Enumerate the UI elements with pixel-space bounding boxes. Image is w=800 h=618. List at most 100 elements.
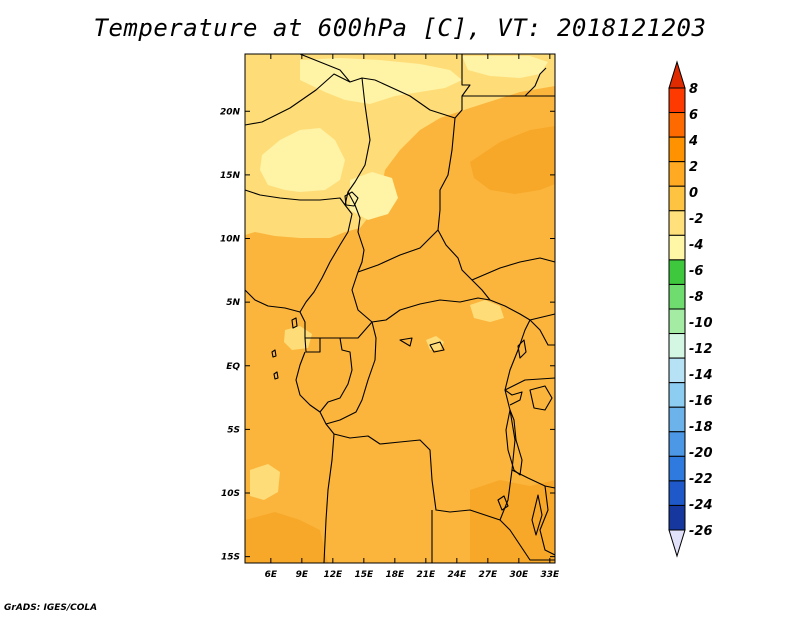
shade-southwest-warm [245,512,328,563]
y-tick-label: 15N [220,171,241,181]
colorbar-top-arrow [668,60,686,89]
y-tick-label: 15S [221,553,240,563]
colorbar-label: -4 [689,238,703,253]
lake-albert [517,339,527,359]
shade-south-cool-c [470,300,504,322]
colorbar-label: -24 [689,498,713,513]
colorbar-label: 6 [689,108,698,123]
colorbar-label: 0 [689,186,698,201]
boundary-north-c [454,54,471,119]
x-tick-label: 15E [354,570,374,580]
map-frame [244,53,556,564]
boundary-rwanda [504,389,523,406]
colorbar-box [668,480,686,506]
boundary-angola-west [323,433,335,564]
lake-small-b [429,341,445,353]
x-tick-label: 24E [447,570,467,580]
shade-north-coldest-a [260,128,345,192]
colorbar-label: -10 [689,316,713,331]
colorbar-label: -8 [689,290,703,305]
colorbar-label: -18 [689,420,713,435]
colorbar-box [668,455,686,482]
grads-credit: GrADS: IGES/COLA [4,603,98,613]
boundary-mozambique [499,519,555,561]
y-tick-label: 20N [220,107,241,117]
shade-north-coldest-c [462,56,548,78]
boundary-eq-guinea [304,337,321,353]
colorbar-label: -14 [689,368,713,383]
colorbar-box [668,283,686,310]
colorbar-label: -16 [689,394,713,409]
colorbar-label: -22 [689,472,713,487]
x-tick-label: 33E [540,570,560,580]
x-tick-label: 12E [323,570,343,580]
country-boundaries [244,53,556,564]
colorbar-box [668,431,686,457]
boundary-ssudan-north [471,257,556,281]
y-tick-label: EQ [226,362,240,372]
map-panel: 20N 15N 10N 5N EQ 5S 10S 15S 6E 9E 12E 15E 18E 21E 24… [220,53,560,580]
colorbar-box [668,234,686,261]
shade-north-coldest-d [350,172,398,220]
colorbar-label: 2 [689,160,698,175]
colorbar-label: -20 [689,446,713,461]
shade-south-cool-a [250,464,280,500]
boundary-zambia-tanzania [511,469,556,489]
island-bioko [291,317,298,329]
colorbar-box [668,308,686,335]
colorbar-box [668,161,686,187]
colorbar-label: -12 [689,342,713,357]
colorbar-bottom-arrow [668,529,686,558]
boundary-uganda [529,319,555,346]
boundary-uganda-south [504,377,556,391]
lake-malawi [531,494,543,536]
boundary-car-south [351,271,491,323]
x-tick-label: 18E [385,570,405,580]
colorbar-box [668,406,686,433]
shade-southeast-warm [470,480,555,563]
colorbar-label: 8 [689,82,698,97]
coast-gulf-guinea [244,289,306,338]
colorbar-box [668,333,686,359]
boundary-north-b [299,53,351,83]
colorbar-box [668,357,686,384]
colorbar-box [668,185,686,212]
colorbar-label: -2 [689,212,703,227]
shade-east-warm [470,126,555,194]
boundary-drc-east [499,319,531,521]
boundary-congo-drc [325,321,377,425]
lake-small-a [399,337,413,347]
colorbar-label: -26 [689,524,713,539]
boundary-libya-chad [374,79,456,119]
island-sao-tome [271,349,277,358]
coast-gabon [295,351,335,435]
colorbar-label: 4 [688,134,698,149]
x-tick-label: 21E [416,570,436,580]
x-tick-label: 6E [265,570,278,580]
colorbar-box [668,112,686,138]
y-tick-label: 10S [221,489,240,499]
y-tick-label: 5N [226,298,240,308]
boundary-malawi [539,485,556,556]
x-tick-label: 27E [478,570,498,580]
x-tick-label: 30E [509,570,529,580]
lake-mweru [497,495,509,511]
y-tick-label: 5S [227,425,240,435]
boundary-gabon-congo [319,337,353,413]
island-principe [273,371,279,380]
colorbar-box [668,382,686,408]
boundary-north-a [244,73,376,126]
colorbar-box [668,504,686,531]
x-tick-label: 9E [296,570,309,580]
lake-victoria [529,385,553,411]
shade-north-coldest-b [300,58,462,104]
lake-tanganyika [505,409,523,476]
boundary-nigeria-cameroon [299,231,349,313]
boundary-angola-drc [333,433,501,521]
temperature-shading [245,54,555,563]
boundary-car-north [357,229,439,273]
boundary-ssudan-east [489,299,556,321]
boundary-chad-sudan [437,117,491,301]
colorbar-box [668,259,686,285]
